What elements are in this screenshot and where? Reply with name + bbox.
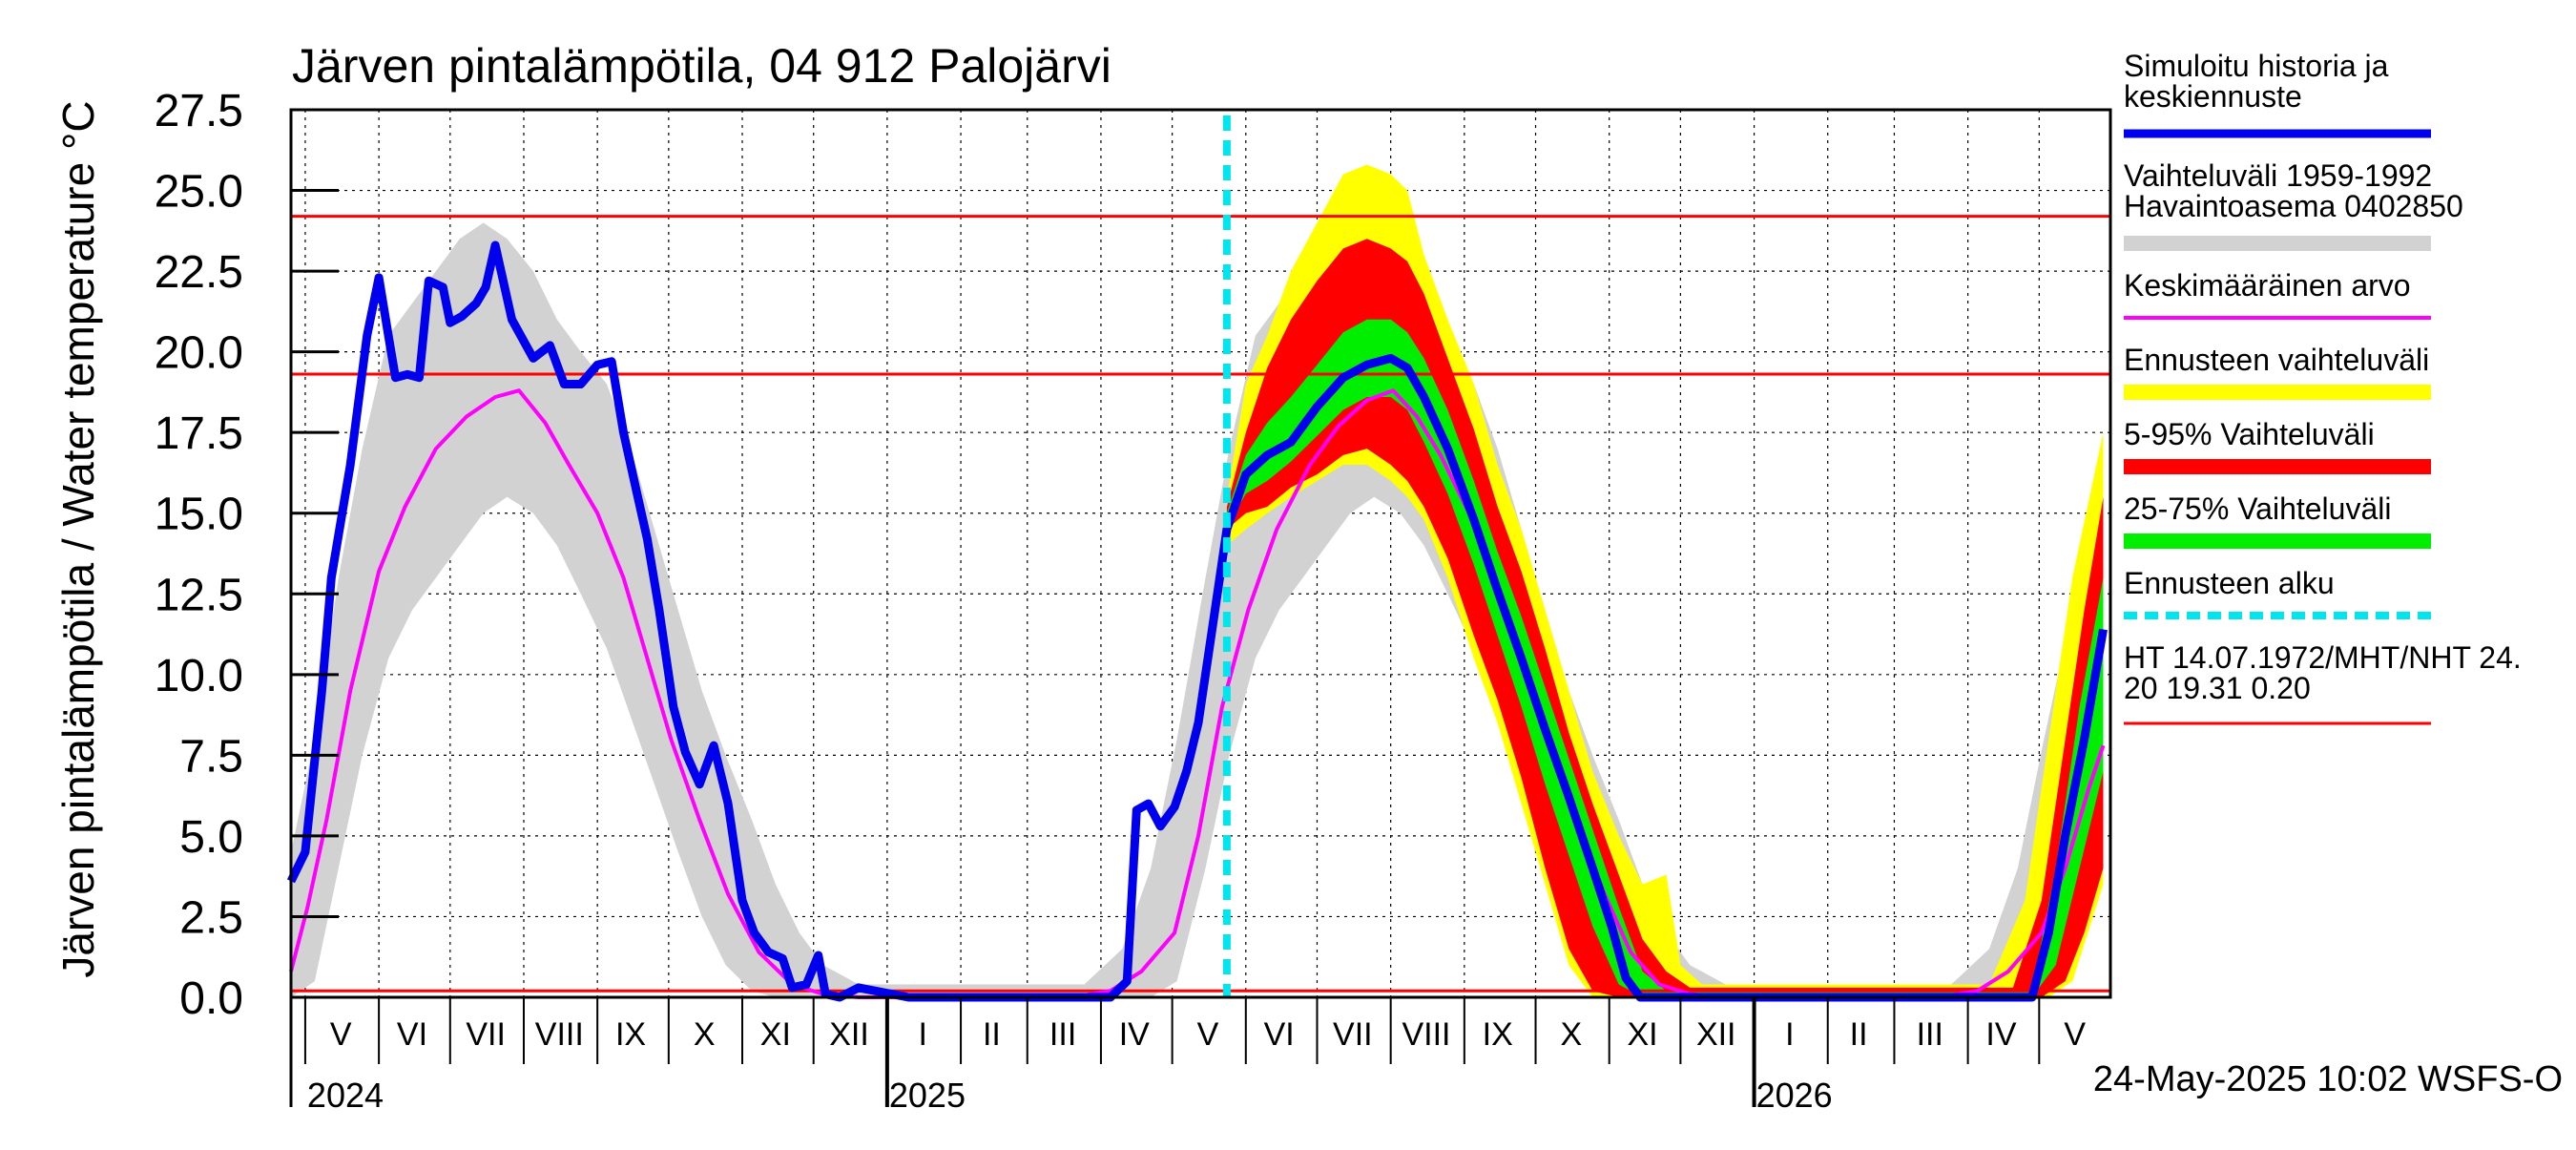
- month-label: XI: [760, 1016, 791, 1053]
- month-label: II: [1850, 1016, 1868, 1053]
- legend-label: 25-75% Vaihteluväli: [2124, 491, 2391, 526]
- month-label: VI: [397, 1016, 427, 1053]
- chart-title: Järven pintalämpötila, 04 912 Palojärvi: [292, 39, 1111, 93]
- y-tick-label: 22.5: [155, 247, 243, 298]
- month-label: II: [983, 1016, 1001, 1053]
- year-label: 2024: [307, 1076, 384, 1115]
- legend-label: 20 19.31 0.20: [2124, 671, 2311, 705]
- y-tick-label: 17.5: [155, 408, 243, 459]
- band-vaihteluv-li-1959-1992-havaintoasema-0402850: [291, 222, 2104, 997]
- month-label: III: [1917, 1016, 1943, 1053]
- plot-frame: [289, 108, 2112, 999]
- y-tick-label: 10.0: [155, 651, 243, 701]
- month-label: VII: [466, 1016, 506, 1053]
- legend-label: 5-95% Vaihteluväli: [2124, 417, 2375, 451]
- year-label: 2025: [889, 1076, 966, 1115]
- month-label: XII: [829, 1016, 869, 1053]
- month-label: V: [1197, 1016, 1219, 1053]
- legend-label: keskiennuste: [2124, 79, 2302, 114]
- month-label: IV: [1119, 1016, 1150, 1053]
- y-tick-label: 20.0: [155, 328, 243, 379]
- month-label: VIII: [535, 1016, 584, 1053]
- legend-label: Ennusteen alku: [2124, 566, 2335, 600]
- series-lines: [286, 240, 2108, 1002]
- y-tick-label: 25.0: [155, 167, 243, 218]
- legend-label: Vaihteluväli 1959-1992: [2124, 158, 2432, 193]
- month-label: VI: [1264, 1016, 1295, 1053]
- month-label: I: [1785, 1016, 1794, 1053]
- y-tick-label: 15.0: [155, 490, 243, 540]
- series-line-simuloitu-historia-ja-keskiennuste: [286, 240, 2108, 1002]
- series-line-keskim-r-inen-arvo: [289, 388, 2106, 999]
- legend-label: Keskimääräinen arvo: [2124, 268, 2411, 303]
- month-label: VII: [1333, 1016, 1373, 1053]
- y-tick-label: 5.0: [179, 812, 243, 863]
- month-label: IV: [1985, 1016, 2016, 1053]
- year-label: 2026: [1756, 1076, 1833, 1115]
- month-label: X: [694, 1016, 716, 1053]
- month-label: XI: [1627, 1016, 1657, 1053]
- y-tick-label: 0.0: [179, 973, 243, 1024]
- month-label: XII: [1696, 1016, 1736, 1053]
- month-label: IX: [1483, 1016, 1513, 1053]
- y-tick-label: 2.5: [179, 892, 243, 943]
- month-label: IX: [615, 1016, 646, 1053]
- month-label: I: [918, 1016, 926, 1053]
- axes: 0.0 2.5 5.0 7.5 10.0 12.5 15.0 17.5 20.0 22.5 25.0…: [155, 86, 2112, 1115]
- legend-label: Simuloitu historia ja: [2124, 49, 2389, 83]
- y-axis-label: Järven pintalämpötila / Water temperatur…: [53, 100, 103, 977]
- legend-label: Ennusteen vaihteluväli: [2124, 343, 2429, 377]
- legend-label: HT 14.07.1972/MHT/NHT 24.: [2124, 640, 2522, 675]
- y-tick-label: 12.5: [155, 570, 243, 620]
- month-label: III: [1049, 1016, 1076, 1053]
- y-tick-label: 27.5: [155, 86, 243, 136]
- footer-timestamp: 24-May-2025 10:02 WSFS-O: [2093, 1059, 2563, 1099]
- y-tick-label: 7.5: [179, 731, 243, 782]
- legend-label: Havaintoasema 0402850: [2124, 189, 2463, 223]
- month-label: V: [330, 1016, 352, 1053]
- month-label: X: [1561, 1016, 1583, 1053]
- band-25-75-vaihteluv-li: [1226, 319, 2104, 997]
- month-label: V: [2064, 1016, 2086, 1053]
- month-label: VIII: [1402, 1016, 1450, 1053]
